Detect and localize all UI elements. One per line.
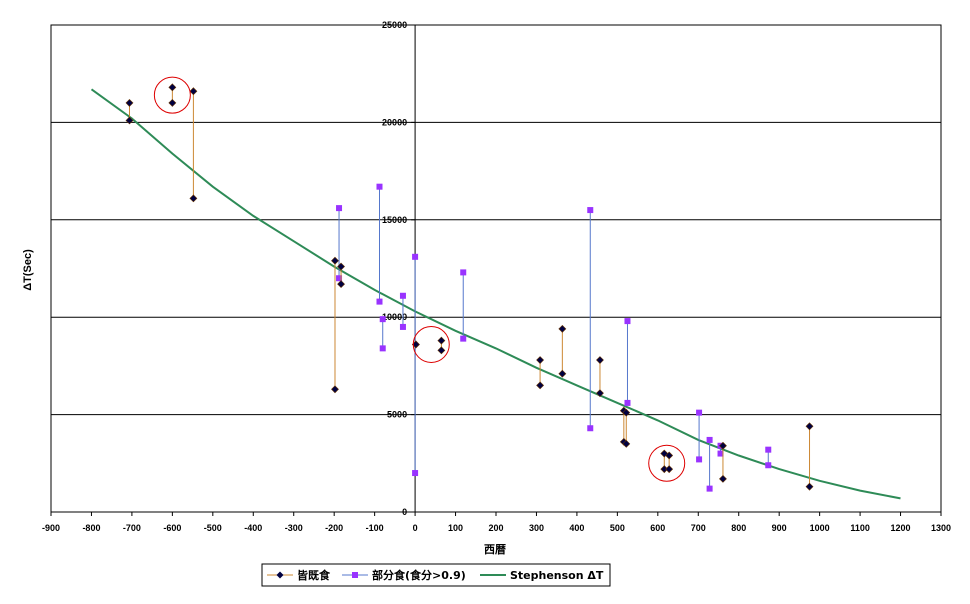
partial-eclipse-point xyxy=(706,436,713,443)
total-eclipse-point xyxy=(558,324,567,333)
x-tick-label: 100 xyxy=(448,523,463,533)
total-eclipse-point xyxy=(168,83,177,92)
partial-eclipse-point xyxy=(706,485,713,492)
total-eclipse-point xyxy=(665,451,674,460)
partial-eclipse-point xyxy=(460,269,467,276)
total-eclipse-point xyxy=(331,385,339,394)
x-axis-title: 西暦 xyxy=(484,543,506,556)
total-eclipse-point xyxy=(331,256,339,265)
total-eclipse-point xyxy=(805,482,814,491)
x-tick-label: 600 xyxy=(650,523,665,533)
partial-eclipse-point xyxy=(336,205,343,212)
partial-eclipse-point xyxy=(587,207,594,214)
partial-eclipse-point xyxy=(412,253,419,260)
annotation-circle xyxy=(648,444,686,482)
y-tick-label: 0 xyxy=(402,507,407,517)
x-tick-label: -400 xyxy=(244,523,262,533)
total-eclipse-point xyxy=(125,98,134,107)
total-eclipse-point xyxy=(536,381,545,390)
partial-eclipse-point xyxy=(696,456,703,463)
x-tick-label: -100 xyxy=(366,523,384,533)
total-eclipse-point xyxy=(168,98,177,107)
partial-eclipse-point xyxy=(376,298,383,305)
x-tick-label: -800 xyxy=(82,523,100,533)
grid-lines xyxy=(51,121,941,416)
partial-eclipse-point xyxy=(624,318,631,325)
x-tick-label: -200 xyxy=(325,523,343,533)
partial-eclipse-point xyxy=(460,335,467,342)
partial-eclipse-point xyxy=(765,446,772,453)
total-eclipse-point xyxy=(622,408,631,417)
x-tick-label: 1000 xyxy=(810,523,830,533)
partial-eclipse-point xyxy=(376,183,383,190)
x-tick-label: 300 xyxy=(529,523,544,533)
total-eclipse-point xyxy=(189,194,198,203)
annotation-circles xyxy=(153,76,686,482)
y-tick-label: 10000 xyxy=(382,312,407,322)
total-eclipse-point xyxy=(719,441,727,450)
legend-label-stephenson: Stephenson ΔT xyxy=(510,569,604,582)
x-tick-label: 1100 xyxy=(850,523,870,533)
x-tick-label: 200 xyxy=(488,523,503,533)
partial-eclipse-point xyxy=(399,292,406,299)
partial-eclipse-point xyxy=(379,316,386,323)
x-tick-label: -900 xyxy=(42,523,60,533)
x-tick-label: 500 xyxy=(610,523,625,533)
total-eclipse-point xyxy=(596,389,604,398)
partial-eclipse-point xyxy=(765,462,772,469)
total-eclipse-point xyxy=(596,356,604,364)
partial-eclipse-point xyxy=(412,470,419,477)
x-tick-label: -500 xyxy=(204,523,222,533)
x-tick-label: -700 xyxy=(123,523,141,533)
partial-eclipse-point xyxy=(587,425,594,432)
y-tick-label: 5000 xyxy=(387,410,407,420)
partial-eclipse-point xyxy=(379,345,386,352)
total-eclipse-point xyxy=(337,262,345,271)
x-tick-label: -600 xyxy=(163,523,181,533)
total-eclipse-point xyxy=(558,369,567,378)
total-eclipse-point xyxy=(622,439,631,448)
plot-area xyxy=(50,24,942,513)
data-segments xyxy=(125,83,814,492)
partial-eclipse-point xyxy=(336,275,343,282)
partial-eclipse-point xyxy=(717,450,724,457)
y-tick-label: 20000 xyxy=(382,117,407,127)
x-tick-label: -300 xyxy=(285,523,303,533)
partial-eclipse-point xyxy=(399,323,406,330)
total-eclipse-point xyxy=(719,474,727,483)
x-tick-label: 700 xyxy=(691,523,706,533)
legend: 皆既食 部分食(食分>0.9) Stephenson ΔT xyxy=(261,563,611,587)
total-eclipse-point xyxy=(437,336,446,345)
x-tick-label: 1200 xyxy=(891,523,911,533)
x-tick-label: 400 xyxy=(569,523,584,533)
total-eclipse-point xyxy=(125,116,134,125)
total-eclipse-point xyxy=(665,465,674,474)
y-tick-label: 15000 xyxy=(382,215,407,225)
legend-items: 皆既食 部分食(食分>0.9) Stephenson ΔT xyxy=(267,568,604,582)
x-tick-label: 1300 xyxy=(931,523,951,533)
legend-marker-partial xyxy=(352,572,358,578)
legend-label-total: 皆既食 xyxy=(297,568,331,582)
total-eclipse-point xyxy=(189,87,198,96)
total-eclipse-point xyxy=(536,356,545,364)
x-tick-label: 900 xyxy=(772,523,787,533)
legend-box xyxy=(261,563,611,587)
x-tick-label: 800 xyxy=(731,523,746,533)
annotation-circle xyxy=(153,76,191,114)
total-eclipse-point xyxy=(337,280,345,289)
legend-label-partial: 部分食(食分>0.9) xyxy=(372,568,466,582)
x-tick-label: 0 xyxy=(413,523,418,533)
partial-eclipse-point xyxy=(696,409,703,416)
y-tick-label: 25000 xyxy=(382,20,407,30)
total-eclipse-point xyxy=(437,346,446,355)
total-eclipse-point xyxy=(805,422,814,431)
annotation-circle xyxy=(412,325,450,363)
y-axis-title: ΔT(Sec) xyxy=(22,249,34,291)
legend-marker-total xyxy=(276,571,284,579)
partial-eclipse-point xyxy=(624,399,631,406)
